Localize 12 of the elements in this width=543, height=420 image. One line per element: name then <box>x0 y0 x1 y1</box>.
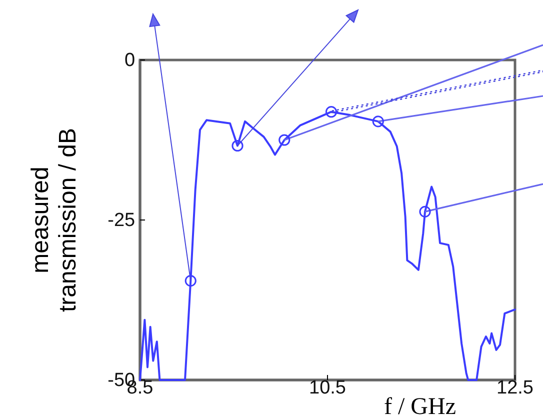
x-tick-label: 10.5 <box>309 377 346 398</box>
point <box>325 106 338 118</box>
x-axis-title: f / GHz <box>384 394 456 420</box>
point <box>372 116 384 128</box>
point <box>232 140 244 152</box>
x-tick-label: 12.5 <box>496 377 534 398</box>
y-tick-label: 0 <box>124 50 136 72</box>
point <box>184 275 196 287</box>
y-axis-title: measured transmission / dB <box>27 128 82 312</box>
point <box>419 206 431 218</box>
point <box>278 134 290 146</box>
y-tick-label: -25 <box>108 210 136 232</box>
